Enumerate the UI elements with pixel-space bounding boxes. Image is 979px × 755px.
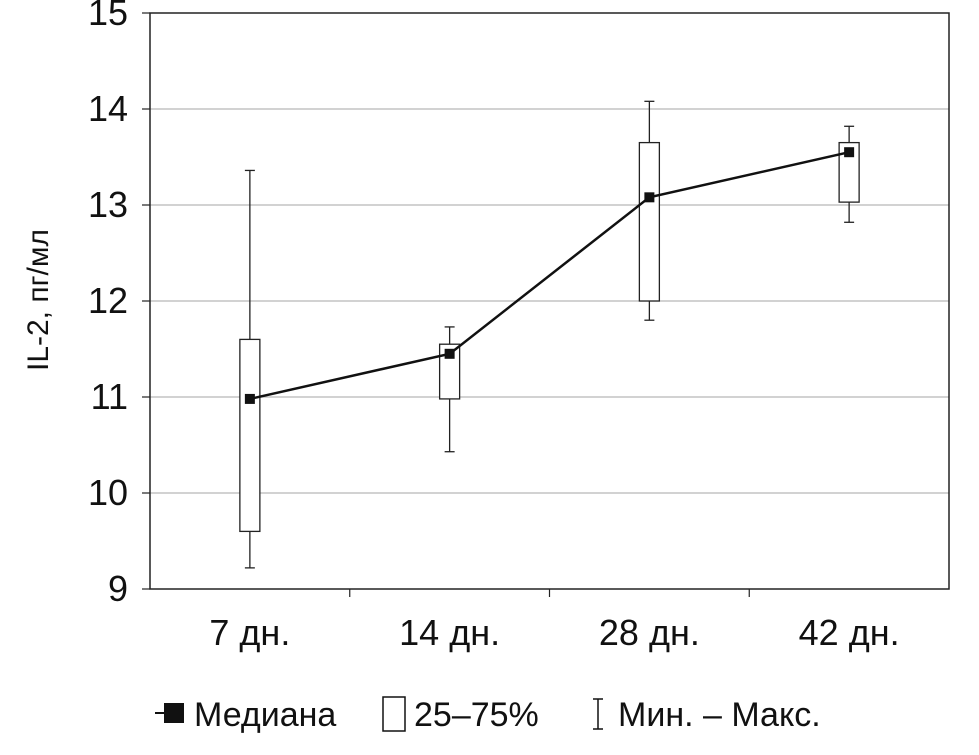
y-tick-label: 11 xyxy=(91,376,128,417)
legend-median-label: Медиана xyxy=(194,696,336,734)
legend-median-marker xyxy=(164,703,184,723)
y-axis: 9 10 11 12 13 14 15 xyxy=(88,0,150,609)
iqr-box xyxy=(239,338,261,533)
median-point xyxy=(244,393,255,404)
x-tick-label: 14 дн. xyxy=(399,612,500,653)
y-tick-label: 12 xyxy=(88,280,128,321)
y-tick-label: 10 xyxy=(88,472,128,513)
median-line xyxy=(249,150,850,401)
x-tick-label: 7 дн. xyxy=(209,612,290,653)
grid-lines xyxy=(150,108,949,494)
legend-box-label: 25–75% xyxy=(414,696,539,734)
median-point xyxy=(844,147,855,158)
x-tick-label: 42 дн. xyxy=(799,612,900,653)
legend-whisker-marker xyxy=(593,698,603,730)
median-point xyxy=(644,192,655,203)
iqr-box xyxy=(638,141,661,302)
y-axis-title: IL-2, пг/мл xyxy=(22,229,55,371)
y-tick-label: 15 xyxy=(88,0,128,33)
x-tick-label: 28 дн. xyxy=(599,612,700,653)
median-point xyxy=(444,348,455,359)
legend-whisker-label: Мин. – Макс. xyxy=(618,696,821,734)
iqr-box xyxy=(838,141,860,203)
y-tick-label: 13 xyxy=(88,184,128,225)
median-points xyxy=(244,147,855,404)
y-tick-label: 9 xyxy=(108,568,128,609)
legend: Медиана 25–75% Мин. – Макс. xyxy=(155,696,821,734)
y-tick-label: 14 xyxy=(88,88,128,129)
legend-box-marker xyxy=(382,696,406,732)
box-group xyxy=(239,100,860,569)
x-axis: 7 дн. 14 дн. 28 дн. 42 дн. xyxy=(209,589,900,653)
